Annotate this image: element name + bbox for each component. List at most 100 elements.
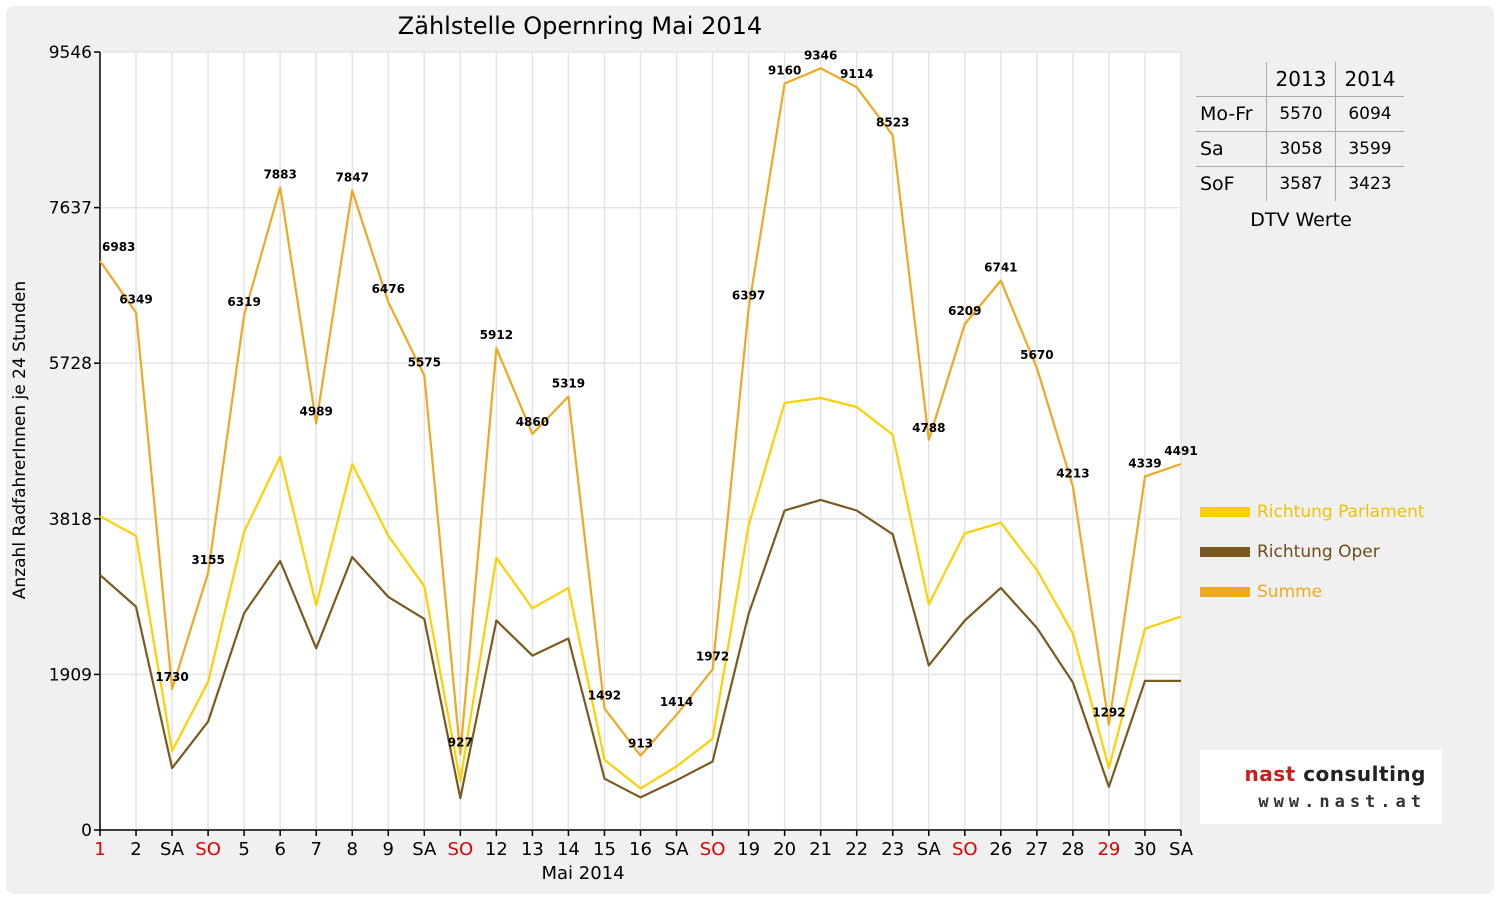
data-label-summe: 7883 [263,168,296,182]
data-label-summe: 5912 [480,328,513,342]
dtv-value-2014: 3599 [1335,131,1404,167]
y-tick-label: 9546 [49,43,92,63]
y-tick-label: 5728 [49,354,92,374]
x-tick-label: 14 [557,839,580,860]
data-label-summe: 4491 [1164,444,1197,458]
y-tick-label: 3818 [49,510,92,530]
dtv-table: 2013 2014 Mo-Fr 5570 6094 Sa 3058 3599 S… [1196,62,1410,201]
data-label-summe: 8523 [876,115,909,129]
x-tick-label: 30 [1134,839,1157,860]
data-label-summe: 6397 [732,289,765,303]
data-label-summe: 4339 [1128,456,1161,470]
data-label-summe: 3155 [191,553,224,567]
dtv-value-2014: 3423 [1335,166,1404,201]
x-axis-label: Mai 2014 [541,863,625,884]
dtv-value-2014: 6094 [1335,96,1404,132]
x-tick-label: 23 [881,839,904,860]
data-label-summe: 4860 [516,415,549,429]
data-label-summe: 5319 [552,377,585,391]
x-tick-label: 2 [130,839,141,860]
legend-item-summe: Summe [1200,572,1425,612]
legend-label-summe: Summe [1257,582,1323,602]
x-tick-label: 21 [809,839,832,860]
legend-swatch-parlament [1200,507,1250,517]
x-tick-label: 6 [274,839,285,860]
x-tick-label: SA [160,839,185,860]
x-tick-label: SA [412,839,437,860]
dtv-row-label: SoF [1200,173,1235,195]
data-label-summe: 5575 [408,356,441,370]
data-label-summe: 1492 [588,688,621,702]
company-logo: nast consulting www.nast.at [1200,750,1442,824]
legend-item-oper: Richtung Oper [1200,532,1425,572]
x-tick-label: SO [195,839,221,860]
series-line-oper [99,498,1181,800]
data-label-summe: 6319 [227,295,260,309]
x-tick-label: 19 [737,839,760,860]
dtv-corner [1196,62,1267,97]
x-tick-label: SA [1169,839,1194,860]
y-tick-label: 7637 [49,199,92,219]
dtv-row-label: Mo-Fr [1196,96,1267,132]
data-label-summe: 9346 [804,48,837,62]
dtv-row: Sa 3058 3599 [1196,131,1404,167]
y-tick-label: 0 [81,821,92,841]
y-tick-label: 1909 [49,665,92,685]
x-tick-label: 22 [845,839,868,860]
x-tick-label: 13 [521,839,544,860]
x-tick-label: 7 [310,839,321,860]
x-tick-label: 16 [629,839,652,860]
x-tick-label: 27 [1025,839,1048,860]
x-tick-label: 26 [989,839,1012,860]
data-label-summe: 1730 [155,670,188,684]
data-label-summe: 4788 [912,421,945,435]
data-label-summe: 6983 [102,240,135,254]
logo-url: www.nast.at [1258,792,1426,812]
data-label-summe: 7847 [336,170,369,184]
x-tick-label: SA [664,839,689,860]
x-tick-label: 1 [94,839,105,860]
logo-wordmark: nast consulting [1245,762,1426,786]
logo-word-consulting: consulting [1303,762,1426,786]
dtv-value-2013: 3587 [1266,166,1336,201]
legend-label-oper: Richtung Oper [1257,542,1380,562]
x-tick-label: SO [952,839,978,860]
dtv-value-2013: 5570 [1266,96,1336,132]
x-tick-label: 8 [347,839,358,860]
dtv-row-label: Sa [1196,131,1267,167]
data-label-summe: 1292 [1092,706,1125,720]
x-tick-label: 9 [383,839,394,860]
x-tick-label: SO [448,839,474,860]
logo-word-nast: nast [1244,762,1296,786]
y-axis-label: Anzahl RadfahrerInnen je 24 Stunden [10,280,30,600]
data-label-summe: 6741 [984,261,1017,275]
data-label-summe: 1414 [660,695,693,709]
x-tick-label: 20 [773,839,796,860]
data-label-summe: 4989 [299,404,332,418]
x-tick-label: SO [700,839,726,860]
data-label-summe: 6349 [119,293,152,307]
dtv-year-2014: 2014 [1335,62,1404,97]
data-label-summe: 927 [448,735,473,749]
dtv-row: SoF 3587 3423 [1196,166,1404,201]
legend-swatch-summe [1200,587,1250,597]
series-line-parlament [99,396,1182,790]
dtv-year-2013: 2013 [1266,62,1336,97]
legend: Richtung Parlament Richtung Oper Summe [1200,492,1425,612]
series-line-summe [99,67,1182,757]
data-label-summe: 913 [628,737,653,751]
data-label-summe: 1972 [696,649,729,663]
data-label-summe: 6476 [372,282,405,296]
legend-label-parlament: Richtung Parlament [1257,502,1425,522]
legend-item-parlament: Richtung Parlament [1200,492,1425,532]
data-label-summe: 9114 [840,67,873,81]
x-tick-label: SA [917,839,942,860]
data-label-summe: 6209 [948,304,981,318]
x-tick-label: 12 [485,839,508,860]
x-tick-label: 29 [1097,839,1120,860]
data-label-summe: 9160 [768,63,801,77]
x-tick-label: 5 [238,839,249,860]
legend-swatch-oper [1200,547,1250,557]
x-tick-label: 15 [593,839,616,860]
